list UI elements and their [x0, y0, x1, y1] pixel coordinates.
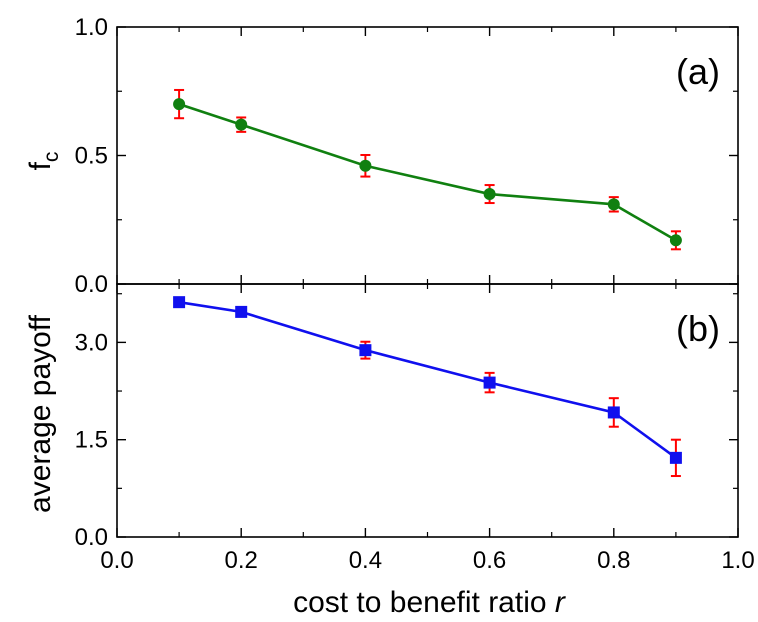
x-tick-label: 0.4 [349, 547, 382, 574]
data-point-b [235, 305, 248, 318]
series-line-a [178, 102, 677, 242]
x-tick-label: 0.2 [225, 547, 258, 574]
y-axis-title-a: fc [24, 152, 63, 171]
data-point-b [173, 296, 186, 309]
panel-b: 0.0 0.2 0.4 0.6 0.8 1.0 0.0 1.5 3.0 [75, 283, 755, 574]
data-point-b [359, 344, 372, 357]
data-point-a [173, 98, 186, 111]
x-tick-label: 0.6 [473, 547, 506, 574]
x-tick-label: 0.0 [100, 547, 133, 574]
y-axis-title-b: average payoff [24, 314, 57, 513]
plot-frame-b [116, 283, 739, 538]
series-line-b [178, 300, 677, 459]
panel-label-a: (a) [676, 51, 720, 92]
x-tick-label: 0.8 [597, 547, 630, 574]
x-tick-label: 1.0 [721, 547, 754, 574]
data-point-b [669, 451, 682, 464]
data-point-a [483, 188, 496, 201]
y-tick-label-a: 0.0 [75, 271, 108, 298]
data-point-b [483, 376, 496, 389]
y-tick-label-a: 0.5 [75, 143, 108, 170]
data-point-a [669, 234, 682, 247]
y-tick-label-a: 1.0 [75, 14, 108, 41]
panel-a: 0.0 0.5 1.0 [75, 14, 739, 298]
data-point-a [607, 198, 620, 211]
y-tick-label-b: 1.5 [75, 427, 108, 454]
plot-frame-a [116, 26, 739, 285]
x-axis-title: cost to benefit ratio r [293, 586, 566, 619]
data-point-a [235, 118, 248, 131]
data-point-b [607, 406, 620, 419]
data-point-a [359, 159, 372, 172]
panel-label-b: (b) [676, 308, 720, 349]
y-tick-label-b: 0.0 [75, 524, 108, 551]
y-tick-label-b: 3.0 [75, 329, 108, 356]
